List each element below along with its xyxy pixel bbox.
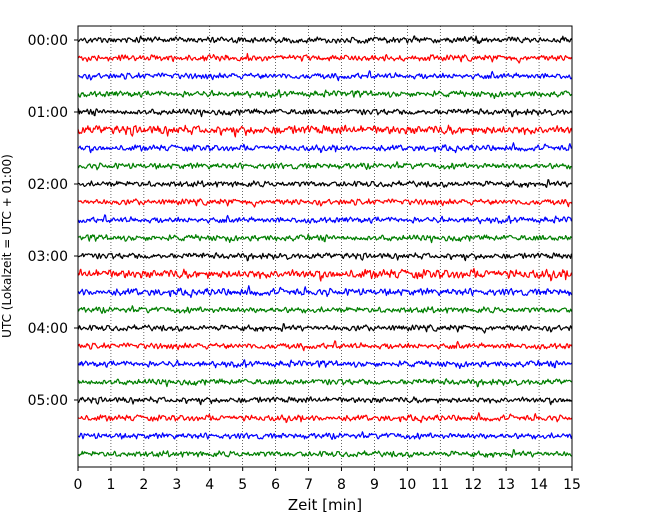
trace-0245 <box>77 233 573 244</box>
x-axis-label: Zeit [min] <box>288 496 362 514</box>
x-tick-label-7: 7 <box>304 477 313 493</box>
trace-0000 <box>77 35 573 44</box>
x-tick-label-8: 8 <box>337 477 346 493</box>
trace-0015 <box>77 52 573 64</box>
x-tick-label-9: 9 <box>370 477 379 493</box>
x-tick-label-0: 0 <box>74 477 83 493</box>
x-tick-label-1: 1 <box>106 477 115 493</box>
x-tick-label-11: 11 <box>431 477 449 493</box>
y-axis: 00:00 01:00 02:00 03:00 04:00 05:00 <box>28 33 78 409</box>
trace-0030 <box>77 70 573 82</box>
y-tick-label-0400: 04:00 <box>28 321 68 337</box>
trace-0500 <box>77 396 573 406</box>
trace-0045 <box>77 89 573 100</box>
x-axis: 0 1 2 3 4 5 6 7 8 9 10 11 12 13 14 15 <box>74 467 581 493</box>
trace-0215 <box>77 198 573 208</box>
trace-0445 <box>77 378 573 388</box>
trace-0430 <box>77 359 573 370</box>
x-tick-label-4: 4 <box>205 477 214 493</box>
x-tick-label-3: 3 <box>172 477 181 493</box>
x-tick-label-13: 13 <box>497 477 515 493</box>
trace-group <box>77 35 573 458</box>
x-tick-label-15: 15 <box>563 477 581 493</box>
trace-0300 <box>77 252 573 262</box>
x-tick-label-14: 14 <box>530 477 548 493</box>
trace-0100 <box>77 107 573 118</box>
x-tick-label-10: 10 <box>398 477 416 493</box>
y-tick-label-0500: 05:00 <box>28 393 68 409</box>
trace-0230 <box>77 214 573 225</box>
trace-0515 <box>77 412 573 424</box>
trace-0545 <box>77 449 573 458</box>
x-tick-label-6: 6 <box>271 477 280 493</box>
trace-0530 <box>77 431 573 441</box>
plot-frame <box>77 25 573 468</box>
trace-0145 <box>77 161 573 171</box>
trace-0130 <box>77 142 573 154</box>
y-tick-label-0000: 00:00 <box>28 33 68 49</box>
trace-0400 <box>77 323 573 334</box>
trace-0315 <box>77 267 573 282</box>
trace-0200 <box>77 179 573 188</box>
trace-0415 <box>77 340 573 352</box>
trace-0330 <box>77 285 573 299</box>
trace-0345 <box>77 305 573 315</box>
y-axis-label: UTC (Lokalzeit = UTC + 01:00) <box>0 154 14 338</box>
trace-0115 <box>77 124 573 138</box>
y-tick-label-0200: 02:00 <box>28 177 68 193</box>
x-tick-label-2: 2 <box>139 477 148 493</box>
y-tick-label-0100: 01:00 <box>28 105 68 121</box>
x-tick-label-12: 12 <box>464 477 482 493</box>
y-tick-label-0300: 03:00 <box>28 249 68 265</box>
x-tick-label-5: 5 <box>238 477 247 493</box>
